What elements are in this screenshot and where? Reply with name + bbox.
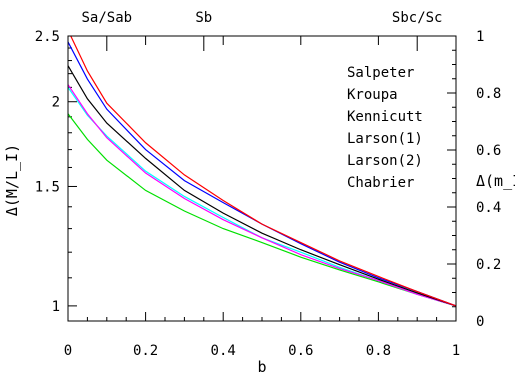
legend-entry: Salpeter — [347, 65, 414, 81]
y2-tick-label: 0.6 — [476, 143, 501, 159]
x-tick-label: 0 — [64, 343, 72, 359]
legend: Salpeter Kroupa Kennicutt Larson(1) Larson(2… — [347, 65, 423, 191]
top-axis-label: Sb — [195, 10, 212, 26]
top-axis-label: Sa/Sab — [82, 10, 133, 26]
x-tick-label: 0.8 — [366, 343, 391, 359]
legend-entry: Kroupa — [347, 87, 398, 103]
plot-frame — [67, 35, 457, 322]
series-line-larson-2 — [68, 84, 456, 307]
y-axis-title: Δ(M/L_I) — [3, 144, 21, 216]
y-tick-label: 1.5 — [35, 179, 60, 195]
series-layer — [68, 36, 456, 307]
y2-tick-label: 0.8 — [476, 86, 501, 102]
labels-layer: 0 0.2 0.4 0.6 0.8 1 1 1.5 2 2.5 0 0.2 0.4 0.6 0.8 1 Sa/S… — [35, 10, 502, 359]
legend-entry: Larson(1) — [347, 131, 423, 147]
y2-axis-title: Δ(m_I) — [476, 172, 515, 190]
x-tick-label: 0.6 — [288, 343, 313, 359]
legend-entry: Kennicutt — [347, 109, 423, 125]
y-tick-label: 2.5 — [35, 29, 60, 45]
top-axis-label: Sbc/Sc — [392, 10, 443, 26]
x-tick-label: 0.2 — [133, 343, 158, 359]
series-line-chabrier — [68, 41, 456, 307]
y2-tick-label: 0 — [476, 314, 484, 330]
y-tick-label: 2 — [52, 95, 60, 111]
series-line-kroupa — [68, 113, 456, 307]
x-tick-label: 0.4 — [211, 343, 236, 359]
series-line-larson-1 — [70, 36, 456, 307]
y-tick-label: 1 — [52, 299, 60, 315]
y2-tick-label: 0.4 — [476, 200, 501, 216]
series-line-salpeter — [68, 65, 456, 307]
y2-tick-label: 0.2 — [476, 257, 501, 273]
legend-entry: Chabrier — [347, 175, 414, 191]
y2-tick-label: 1 — [476, 29, 484, 45]
legend-entry: Larson(2) — [347, 153, 423, 169]
x-tick-label: 1 — [452, 343, 460, 359]
x-axis-title: b — [257, 358, 266, 372]
